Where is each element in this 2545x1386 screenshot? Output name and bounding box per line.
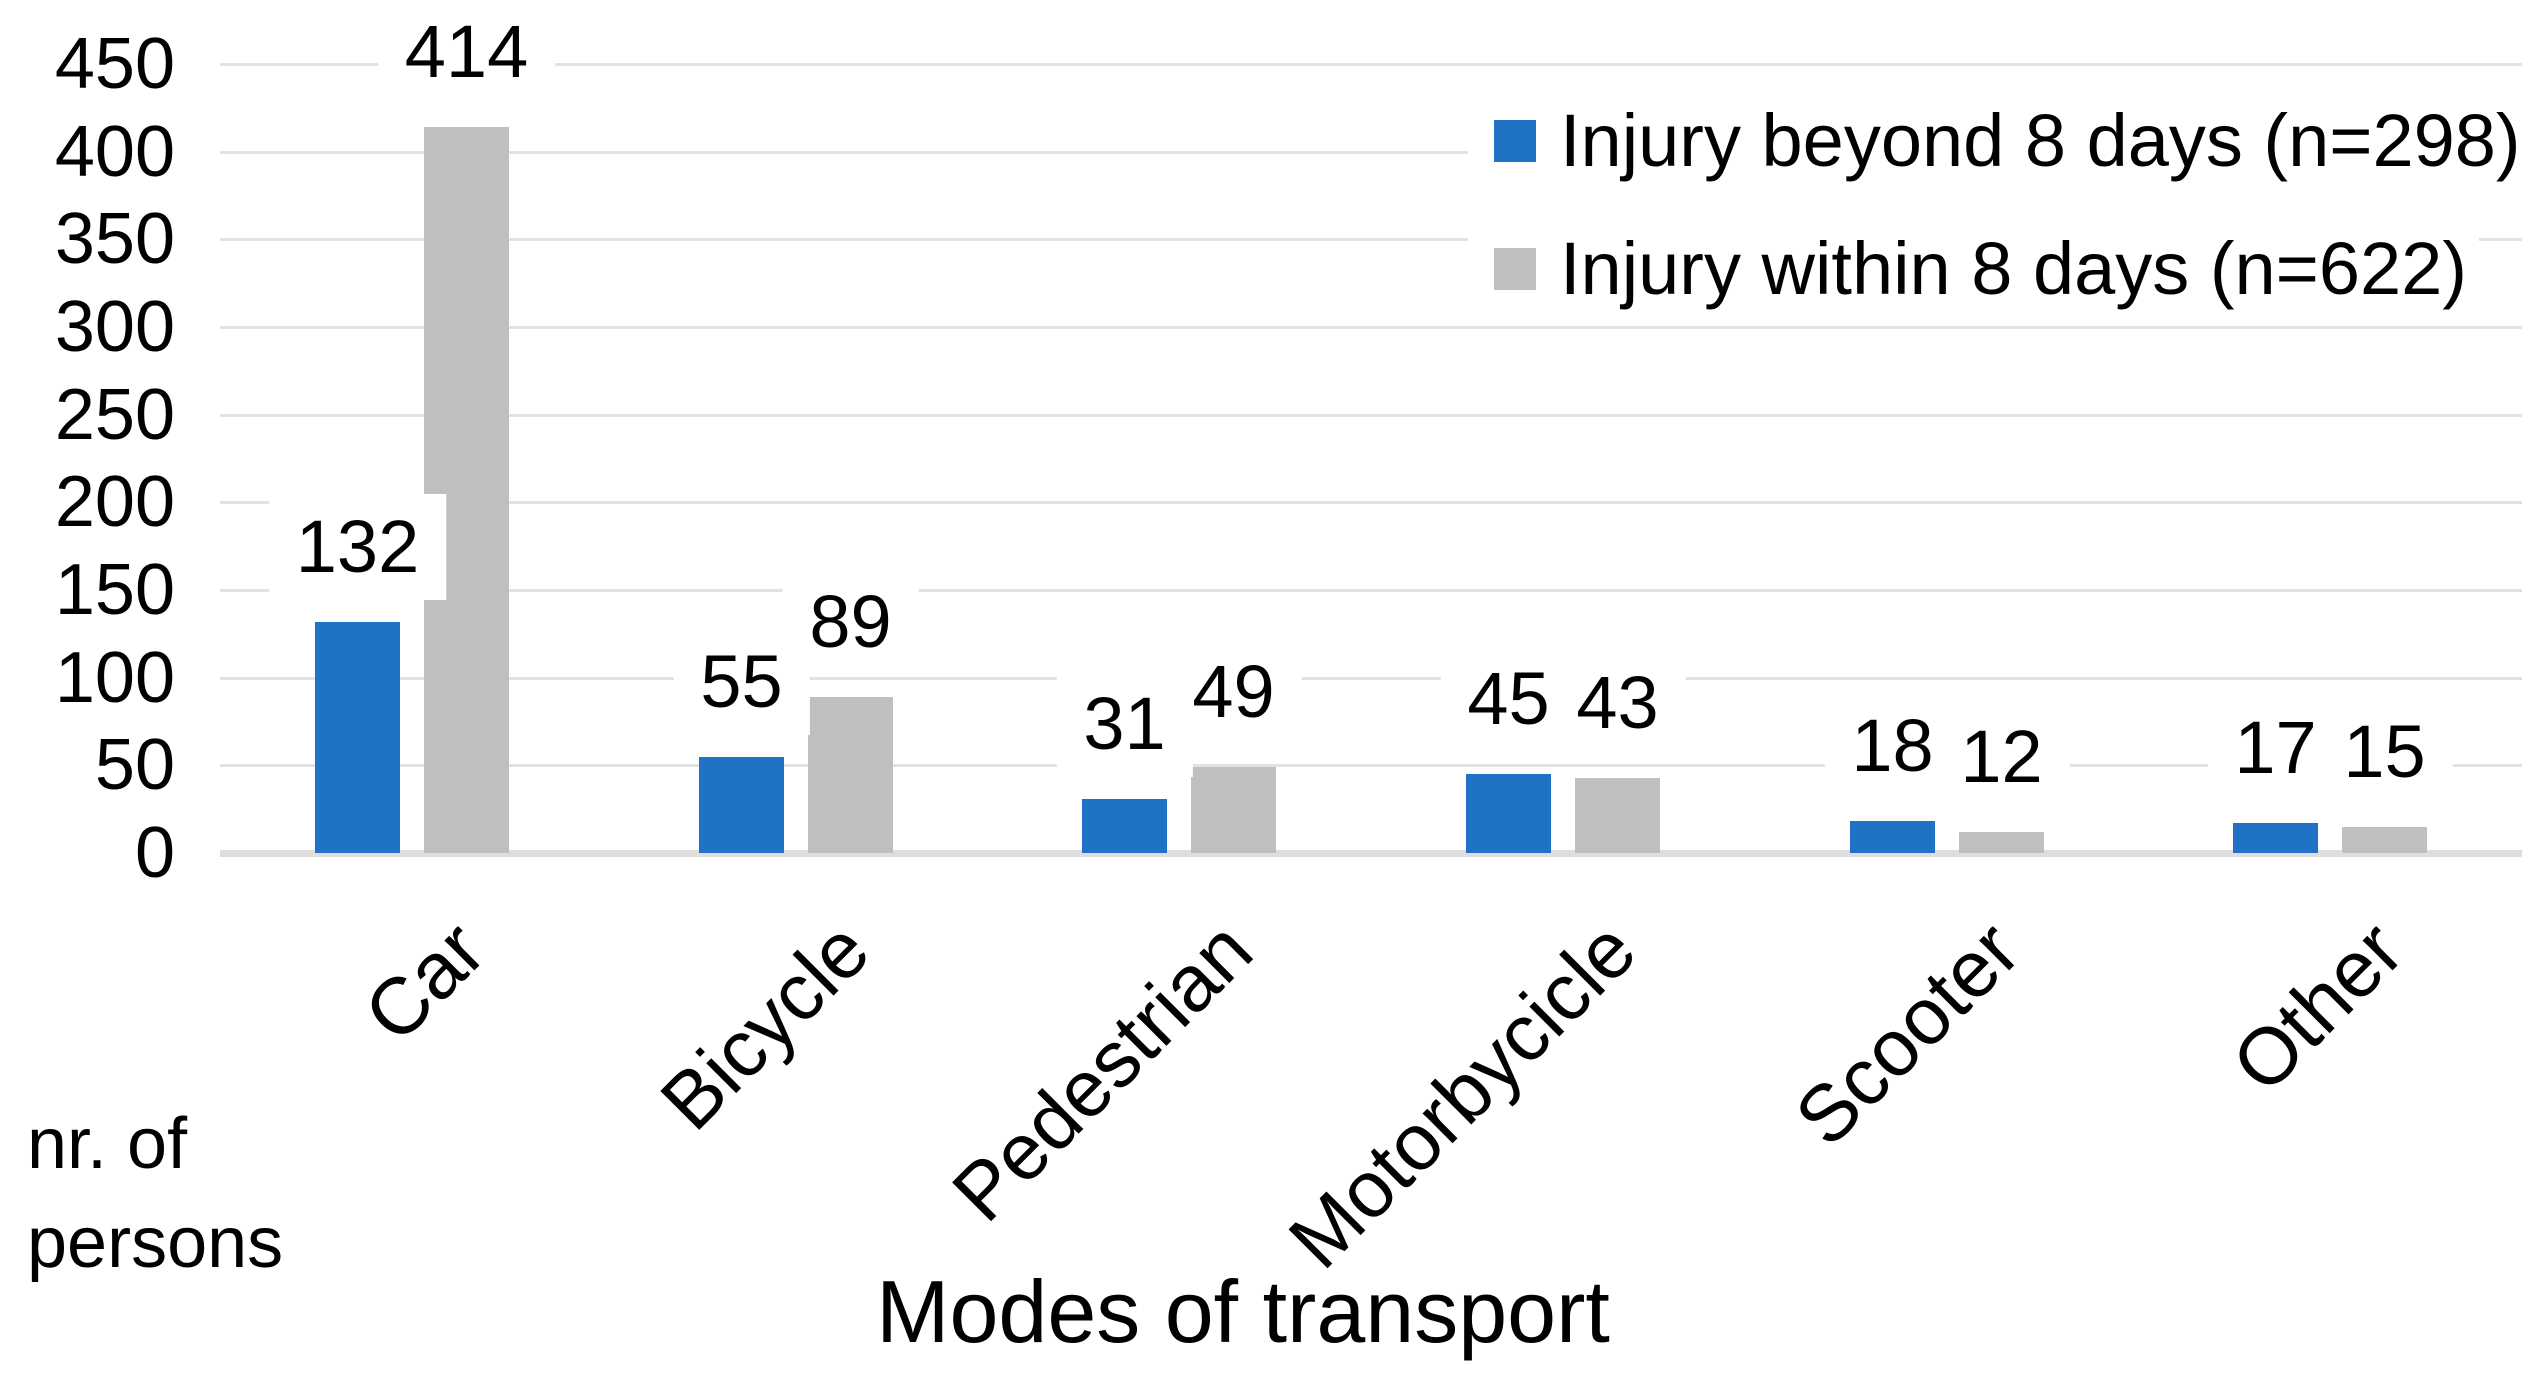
gridline-250 <box>220 414 2522 417</box>
bar-pedestrian-series-2 <box>1191 767 1276 853</box>
data-label-car-series-1: 132 <box>268 494 447 600</box>
y-tick-label-400: 400 <box>54 112 175 192</box>
gridline-100 <box>220 677 2522 680</box>
bar-scooter-series-1 <box>1850 821 1935 853</box>
x-axis-title: Modes of transport <box>876 1262 1610 1361</box>
x-category-label-car: Car <box>347 904 502 1059</box>
y-tick-label-100: 100 <box>54 638 175 718</box>
y-tick-label-250: 250 <box>54 375 175 455</box>
legend-label: Injury beyond 8 days (n=298) <box>1560 99 2521 182</box>
gridline-450 <box>220 63 2522 66</box>
bar-bicycle-series-2 <box>808 697 893 853</box>
y-tick-label-0: 0 <box>134 813 175 893</box>
x-category-label-bicycle: Bicycle <box>643 904 886 1147</box>
gridline-50 <box>220 764 2522 767</box>
gridline-350 <box>220 238 2522 241</box>
legend-item-injury-beyond-8-days: Injury beyond 8 days (n=298) <box>1468 96 2533 186</box>
x-category-label-other: Other <box>2214 904 2420 1109</box>
bar-motorbycicle-series-2 <box>1575 778 1660 853</box>
gridline-400 <box>220 151 2522 154</box>
y-tick-label-450: 450 <box>54 24 175 104</box>
bar-pedestrian-series-1 <box>1082 799 1167 853</box>
legend-swatch-blue <box>1494 120 1536 162</box>
x-category-label-scooter: Scooter <box>1778 904 2037 1163</box>
bar-other-series-2 <box>2342 827 2427 853</box>
gridline-150 <box>220 589 2522 592</box>
x-axis-line <box>220 850 2522 857</box>
bar-motorbycicle-series-1 <box>1466 774 1551 853</box>
y-tick-label-50: 50 <box>94 725 175 805</box>
y-axis-title: nr. of persons <box>27 1104 284 1284</box>
legend-swatch-gray <box>1494 248 1536 290</box>
data-label-other-series-2: 15 <box>2316 699 2453 805</box>
y-tick-label-150: 150 <box>54 550 175 630</box>
gridline-300 <box>220 326 2522 329</box>
gridline-200 <box>220 501 2522 504</box>
data-label-scooter-series-2: 12 <box>1933 704 2070 810</box>
data-label-pedestrian-series-2: 49 <box>1165 639 1302 745</box>
bar-bicycle-series-1 <box>699 757 784 853</box>
x-category-label-pedestrian: Pedestrian <box>935 904 1269 1238</box>
legend-label: Injury within 8 days (n=622) <box>1560 227 2467 310</box>
data-label-motorbycicle-series-2: 43 <box>1549 650 1686 756</box>
y-tick-label-350: 350 <box>54 199 175 279</box>
bar-other-series-1 <box>2233 823 2318 853</box>
bar-car-series-2 <box>424 127 509 853</box>
bar-car-series-1 <box>315 622 400 853</box>
bar-scooter-series-2 <box>1959 832 2044 853</box>
y-tick-label-300: 300 <box>54 287 175 367</box>
legend-item-injury-within-8-days: Injury within 8 days (n=622) <box>1468 224 2479 314</box>
data-label-car-series-2: 414 <box>377 0 556 105</box>
data-label-bicycle-series-2: 89 <box>782 569 919 675</box>
y-tick-label-200: 200 <box>54 462 175 542</box>
x-category-label-motorbycicle: Motorbycicle <box>1271 904 1653 1285</box>
